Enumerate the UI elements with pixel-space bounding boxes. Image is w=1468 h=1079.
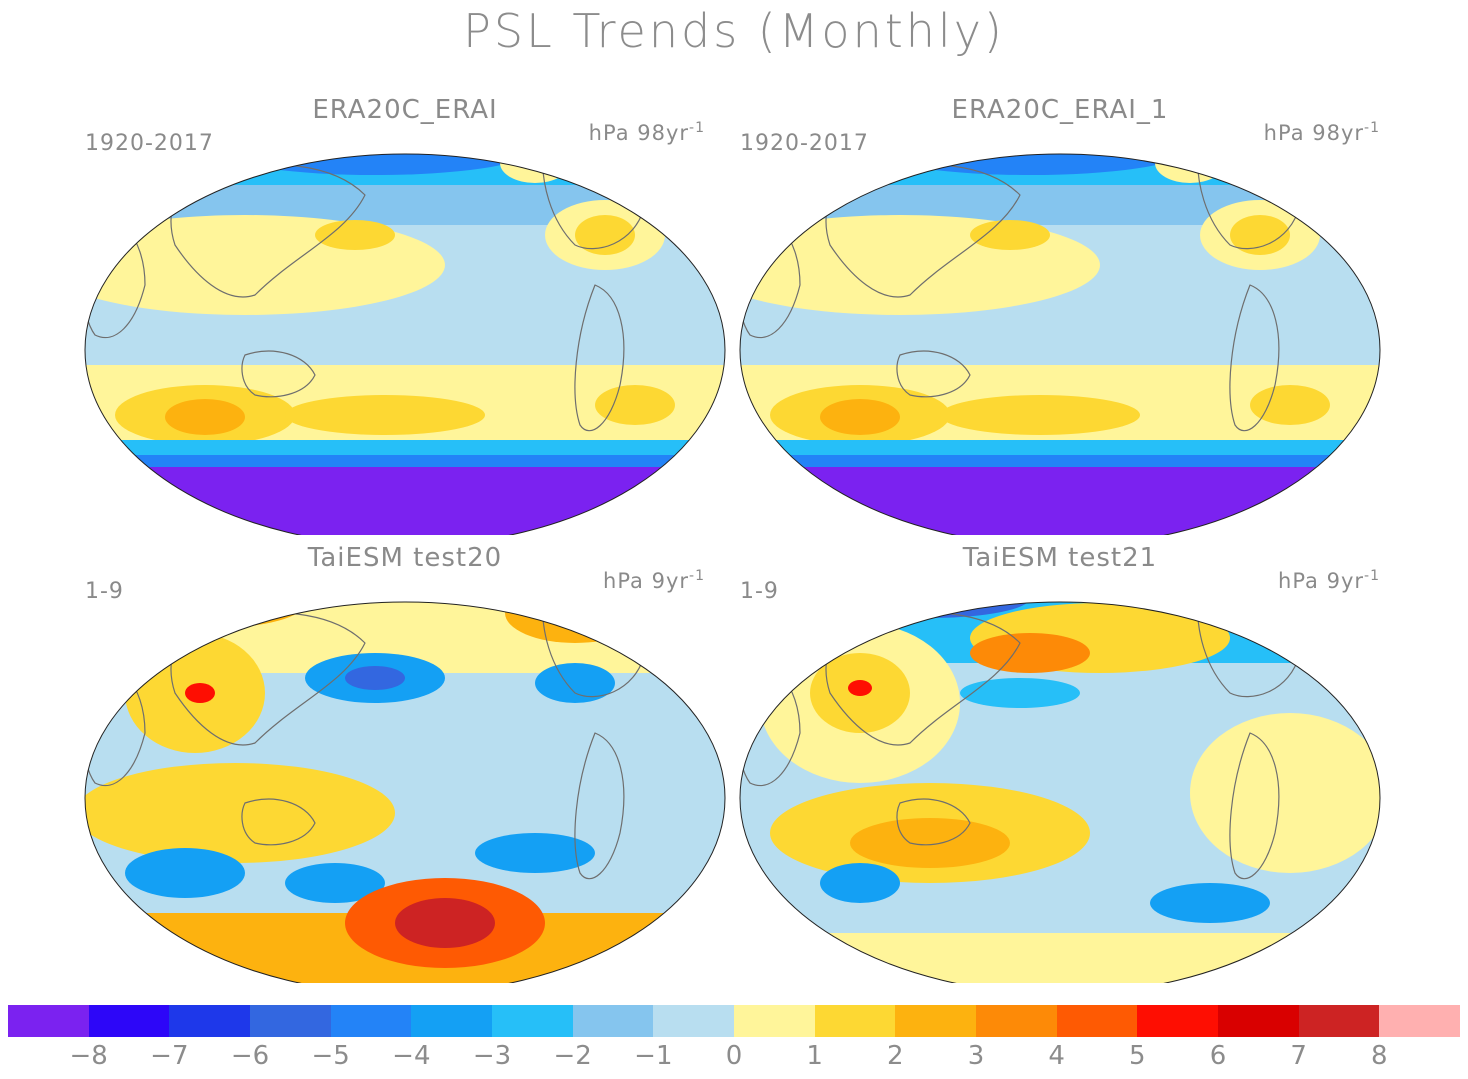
world-map	[739, 153, 1381, 535]
colorbar-box	[653, 1005, 735, 1037]
map-panel-taiesm-test20: TaiESM test20 1-9 hPa 9yr-1	[75, 543, 735, 983]
colorbar-tick-label: −7	[150, 1041, 189, 1071]
colorbar-box	[169, 1005, 251, 1037]
world-map	[84, 153, 726, 535]
colorbar-tick-label: −1	[634, 1041, 673, 1071]
colorbar-box	[976, 1005, 1058, 1037]
units-exponent: -1	[1364, 120, 1380, 136]
units-label: hPa 9yr-1	[1278, 568, 1380, 593]
colorbar-box	[330, 1005, 413, 1037]
colorbar-tick-label: −3	[472, 1041, 512, 1071]
units-text: hPa 9yr	[1278, 569, 1365, 593]
colorbar-box	[1298, 1005, 1381, 1037]
period-label: 1-9	[740, 579, 779, 604]
colorbar-tick-label: 8	[1371, 1041, 1388, 1071]
colorbar-box	[8, 1005, 90, 1037]
map-panel-era20c-erai: ERA20C_ERAI 1920-2017 hPa 98yr-1	[75, 95, 735, 535]
colorbar-box	[1379, 1005, 1461, 1037]
period-label: 1920-2017	[740, 131, 869, 156]
panel-title: ERA20C_ERAI	[312, 95, 498, 125]
map-panel-era20c-erai-1: ERA20C_ERAI_1 1920-2017 hPa 98yr-1	[730, 95, 1390, 535]
units-exponent: -1	[1364, 568, 1380, 584]
colorbar-box	[492, 1005, 574, 1037]
panel-title: TaiESM test20	[307, 543, 503, 573]
period-label: 1-9	[85, 579, 124, 604]
units-exponent: -1	[689, 568, 705, 584]
colorbar-tick-label: −4	[392, 1041, 431, 1071]
units-label: hPa 98yr-1	[589, 120, 705, 145]
colorbar-tick-label: 6	[1209, 1041, 1227, 1071]
figure-title: PSL Trends (Monthly)	[463, 4, 1005, 58]
panel-title: ERA20C_ERAI_1	[951, 95, 1169, 125]
colorbar-tick-label: −5	[311, 1041, 350, 1071]
panel-title: TaiESM test21	[962, 543, 1158, 573]
colorbar-tick-label: 2	[887, 1041, 904, 1071]
colorbar-box	[734, 1005, 816, 1037]
colorbar-tick-label: 0	[725, 1041, 743, 1071]
colorbar-labels: −8 −7 −6 −5 −4 −3 −2 −1 0 1 2 3 4 5 6 7 8	[0, 1041, 1468, 1075]
world-map	[84, 601, 726, 983]
colorbar-box	[1137, 1005, 1219, 1037]
period-label: 1920-2017	[85, 131, 214, 156]
units-label: hPa 9yr-1	[603, 568, 705, 593]
colorbar-tick-label: −6	[230, 1041, 270, 1071]
colorbar-box	[411, 1005, 493, 1037]
colorbar	[8, 1005, 1461, 1039]
colorbar-tick-label: 7	[1290, 1041, 1307, 1071]
colorbar-tick-label: −8	[69, 1041, 108, 1071]
world-map	[739, 601, 1381, 983]
colorbar-tick-label: −2	[553, 1041, 592, 1071]
colorbar-box	[895, 1005, 977, 1037]
units-text: hPa 98yr	[1263, 121, 1365, 145]
units-text: hPa 9yr	[603, 569, 690, 593]
colorbar-box	[572, 1005, 655, 1037]
units-exponent: -1	[689, 120, 705, 136]
units-text: hPa 98yr	[588, 121, 690, 145]
colorbar-tick-label: 5	[1129, 1041, 1146, 1071]
units-label: hPa 98yr-1	[1264, 120, 1380, 145]
colorbar-box	[250, 1005, 332, 1037]
colorbar-tick-label: 4	[1048, 1041, 1065, 1071]
colorbar-box	[1218, 1005, 1300, 1037]
colorbar-tick-label: 1	[806, 1041, 823, 1071]
colorbar-tick-label: 3	[967, 1041, 985, 1071]
map-panel-taiesm-test21: TaiESM test21 1-9 hPa 9yr-1	[730, 543, 1390, 983]
colorbar-box	[814, 1005, 897, 1037]
colorbar-box	[88, 1005, 171, 1037]
colorbar-box	[1056, 1005, 1139, 1037]
